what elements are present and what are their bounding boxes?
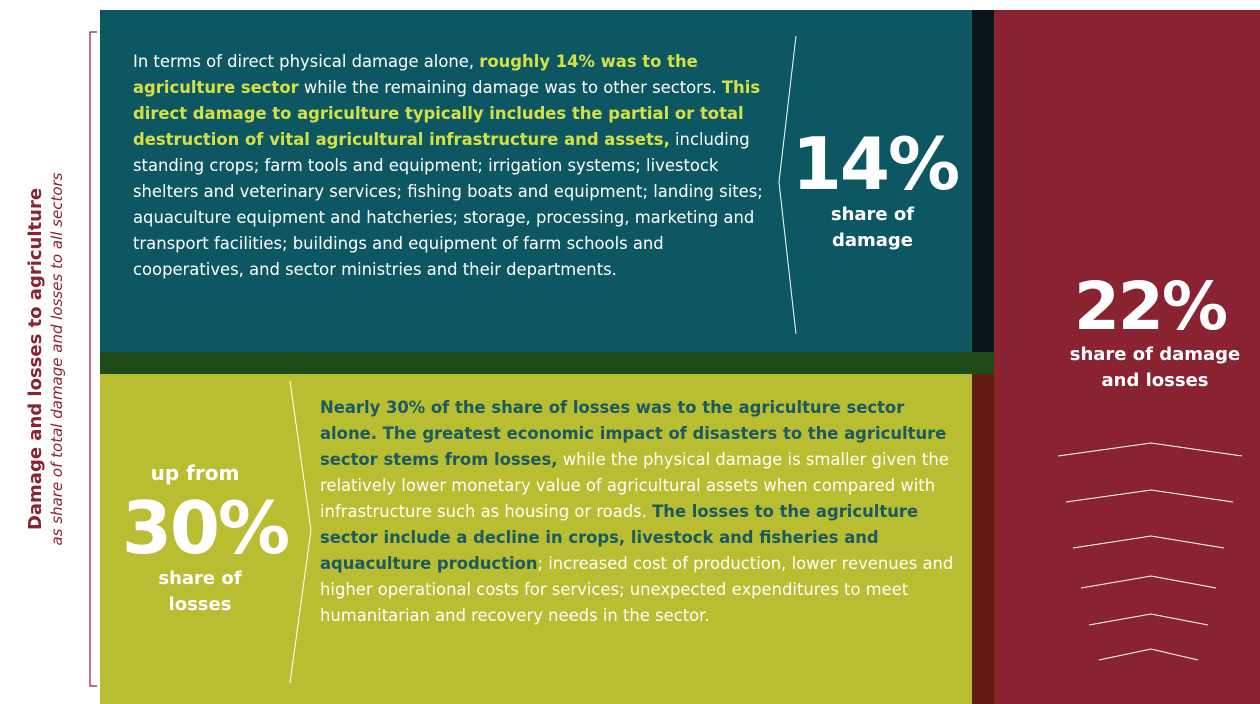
- losses-prefix: up from: [150, 461, 240, 485]
- side-subtitle: as share of total damage and losses to a…: [48, 172, 66, 546]
- body-text: while the remaining damage was to other …: [298, 78, 722, 97]
- damage-panel: [100, 10, 972, 352]
- chevrons: [289, 35, 1243, 684]
- losses-figure: 30%: [121, 486, 290, 570]
- losses-panel: [100, 374, 972, 704]
- damage-figure: 14%: [791, 122, 960, 206]
- divider-band: [100, 352, 994, 374]
- losses-paragraph: Nearly 30% of the share of losses was to…: [320, 395, 960, 629]
- losses-caption: share of losses: [158, 568, 242, 615]
- total-figure: 22%: [1074, 268, 1228, 345]
- bracket: [89, 31, 97, 687]
- damage-caption: share of damage: [830, 204, 915, 251]
- total-caption: share of damage and losses: [1069, 344, 1241, 391]
- body-text: including standing crops; farm tools and…: [133, 130, 763, 279]
- highlight-text: roughly 14% was to the agriculture secto…: [133, 52, 698, 97]
- damage-paragraph: In terms of direct physical damage alone…: [133, 49, 773, 283]
- body-text: ; increased cost of production, lower re…: [320, 554, 954, 625]
- brown-strip: [972, 374, 994, 704]
- highlight-text: This direct damage to agriculture typica…: [133, 78, 761, 149]
- body-text: while the physical damage is smaller giv…: [320, 450, 949, 521]
- dark-strip: [972, 10, 994, 352]
- highlight-text: The losses to the agriculture sector inc…: [320, 502, 919, 573]
- body-text: In terms of direct physical damage alone…: [133, 52, 480, 71]
- side-title: Damage and losses to agriculture: [25, 187, 46, 531]
- highlight-text: Nearly 30% of the share of losses was to…: [320, 398, 947, 469]
- side-label: Damage and losses to agriculture as shar…: [25, 49, 67, 669]
